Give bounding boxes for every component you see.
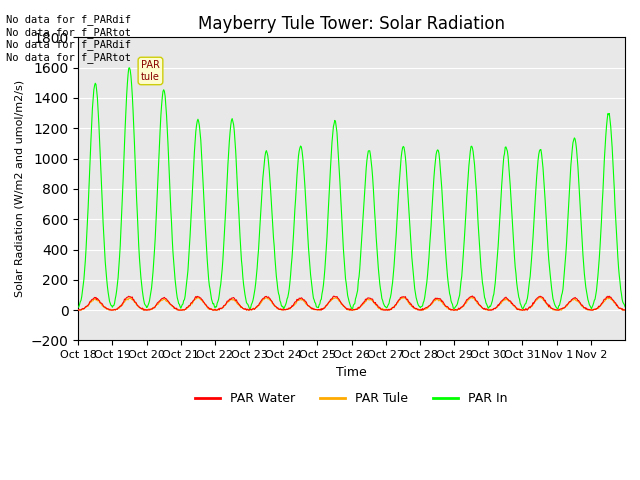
Text: PAR
tule: PAR tule — [141, 60, 160, 82]
Y-axis label: Solar Radiation (W/m2 and umol/m2/s): Solar Radiation (W/m2 and umol/m2/s) — [15, 80, 25, 298]
Text: No data for f_PARdif
No data for f_PARtot
No data for f_PARdif
No data for f_PAR: No data for f_PARdif No data for f_PARto… — [6, 14, 131, 63]
X-axis label: Time: Time — [336, 366, 367, 379]
Title: Mayberry Tule Tower: Solar Radiation: Mayberry Tule Tower: Solar Radiation — [198, 15, 505, 33]
Legend: PAR Water, PAR Tule, PAR In: PAR Water, PAR Tule, PAR In — [190, 387, 513, 410]
